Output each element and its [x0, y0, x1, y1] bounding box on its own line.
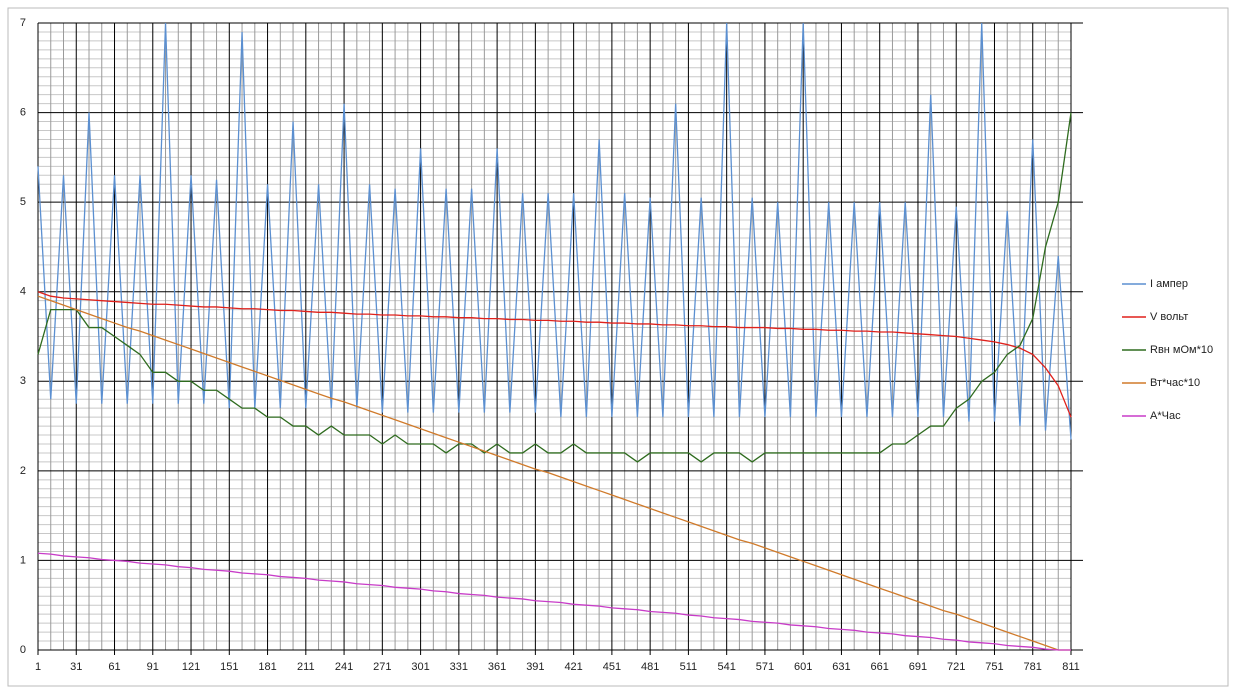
x-tick-label: 781: [1024, 661, 1042, 673]
chart-frame: [7, 7, 1229, 687]
legend-label: Rвн мОм*10: [1150, 344, 1213, 356]
x-tick-label: 661: [871, 661, 889, 673]
series-line: [37, 295, 1071, 651]
y-tick-label: 2: [20, 465, 26, 477]
x-tick-label: 121: [182, 661, 200, 673]
x-tick-label: 481: [641, 661, 659, 673]
x-tick-label: 541: [717, 661, 735, 673]
y-tick-label: 7: [20, 17, 26, 29]
x-tick-label: 271: [373, 661, 391, 673]
x-tick-label: 1: [35, 661, 41, 673]
x-tick-label: 451: [603, 661, 621, 673]
x-tick-label: 211: [297, 661, 315, 673]
series-line: [37, 291, 1072, 418]
x-tick-label: 631: [832, 661, 850, 673]
plot: [37, 22, 1072, 651]
legend-label: V вольт: [1150, 311, 1188, 323]
x-tick-label: 811: [1062, 661, 1080, 673]
legend-label: I ампер: [1150, 278, 1188, 290]
legend-label: Вт*час*10: [1150, 377, 1200, 389]
x-tick-label: 601: [794, 661, 812, 673]
x-tick-label: 331: [450, 661, 468, 673]
y-tick-label: 0: [20, 644, 26, 656]
x-tick-label: 301: [411, 661, 429, 673]
x-tick-label: 91: [147, 661, 159, 673]
x-tick-label: 31: [70, 661, 82, 673]
x-tick-label: 241: [335, 661, 353, 673]
x-tick-label: 751: [985, 661, 1003, 673]
series-line: [37, 112, 1072, 463]
y-tick-label: 3: [20, 375, 26, 387]
y-tick-label: 5: [20, 196, 26, 208]
x-tick-label: 151: [220, 661, 238, 673]
y-tick-label: 6: [20, 106, 26, 118]
series-line: [37, 552, 1071, 651]
major-grid: [37, 22, 1083, 655]
y-tick-label: 1: [20, 554, 26, 566]
x-tick-label: 511: [680, 661, 698, 673]
x-tick-label: 391: [526, 661, 544, 673]
x-tick-label: 691: [909, 661, 927, 673]
y-tick-label: 4: [20, 286, 26, 298]
x-tick-label: 61: [108, 661, 120, 673]
x-tick-label: 361: [488, 661, 506, 673]
x-tick-label: 721: [947, 661, 965, 673]
x-tick-label: 571: [756, 661, 774, 673]
x-tick-label: 421: [564, 661, 582, 673]
x-tick-label: 181: [258, 661, 276, 673]
legend-label: А*Час: [1150, 410, 1181, 422]
series-line: [37, 22, 1072, 440]
